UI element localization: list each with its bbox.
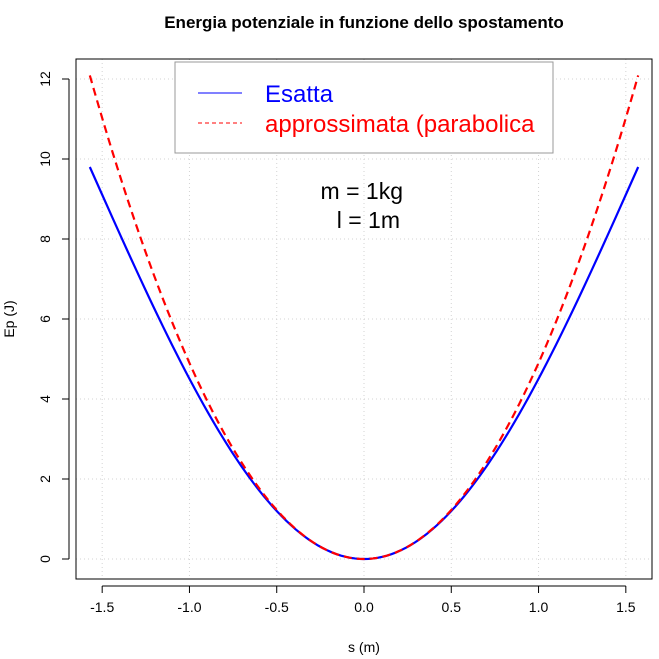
y-tick-label: 10 — [37, 151, 53, 167]
series-line-approssimata — [88, 75, 640, 561]
y-tick-label: 6 — [37, 315, 53, 323]
x-tick-label: 1.0 — [529, 599, 549, 615]
series-layer — [88, 75, 640, 561]
x-tick-label: -1.5 — [90, 599, 114, 615]
plot-area-border — [75, 58, 653, 580]
legend-label-esatta: Esatta — [265, 81, 334, 108]
annotation-length: l = 1m — [337, 207, 400, 233]
y-tick-label: 4 — [37, 395, 53, 403]
y-tick-label: 12 — [37, 71, 53, 87]
chart-title: Energia potenziale in funzione dello spo… — [164, 13, 564, 32]
y-axis-label: Ep (J) — [1, 300, 17, 337]
y-tick-label: 8 — [37, 235, 53, 243]
legend-label-approssimata: approssimata (parabolica — [265, 111, 535, 138]
legend-box — [174, 61, 554, 154]
x-tick-label: -1.0 — [177, 599, 201, 615]
legend: Esatta approssimata (parabolica — [174, 61, 554, 154]
x-tick-label: 1.5 — [616, 599, 636, 615]
grid — [76, 59, 652, 579]
annotation-mass: m = 1kg — [321, 178, 403, 204]
x-tick-label: 0.5 — [442, 599, 462, 615]
x-tick-label: 0.0 — [354, 599, 374, 615]
x-tick-label: -0.5 — [265, 599, 289, 615]
y-tick-label: 2 — [37, 475, 53, 483]
y-tick-label: 0 — [37, 555, 53, 563]
x-axis-label: s (m) — [348, 639, 380, 655]
axes: -1.5 -1.0 -0.5 0.0 0.5 1.0 1.5 0 2 4 6 8 10 12 — [37, 71, 636, 615]
